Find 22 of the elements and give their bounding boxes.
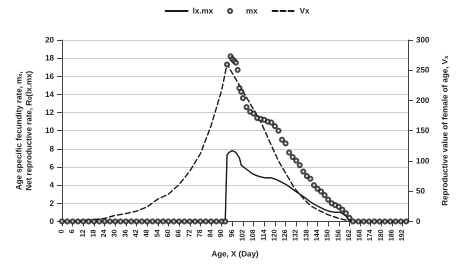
y-tick-label: 4 [50, 180, 55, 190]
y2-tick-label: 300 [416, 36, 430, 44]
y-tick-label: 8 [50, 144, 55, 154]
y-tick-label: 12 [45, 108, 55, 118]
y2-tick-label: 200 [416, 96, 430, 105]
y2-tick-label: 0 [416, 216, 421, 226]
x-axis-title: Age, X (Day) [211, 250, 259, 258]
y-tick-label: 16 [45, 72, 55, 81]
legend-label: lx.mx [192, 6, 214, 16]
legend-label: mx [246, 6, 258, 16]
y2-tick-label: 50 [416, 186, 426, 196]
y-tick-label: 10 [45, 126, 55, 136]
y-tick-label: 2 [50, 198, 55, 208]
y-tick-label: 0 [50, 216, 55, 226]
y-tick-label: 20 [45, 36, 55, 44]
legend-label: Vx [300, 6, 310, 16]
y-tick-label: 18 [45, 54, 55, 63]
y-tick-label: 6 [50, 162, 55, 172]
y2-tick-label: 250 [416, 66, 430, 75]
y2-tick-label: 100 [416, 156, 430, 166]
y-tick-label: 14 [45, 90, 55, 99]
y2-tick-label: 150 [416, 126, 430, 136]
